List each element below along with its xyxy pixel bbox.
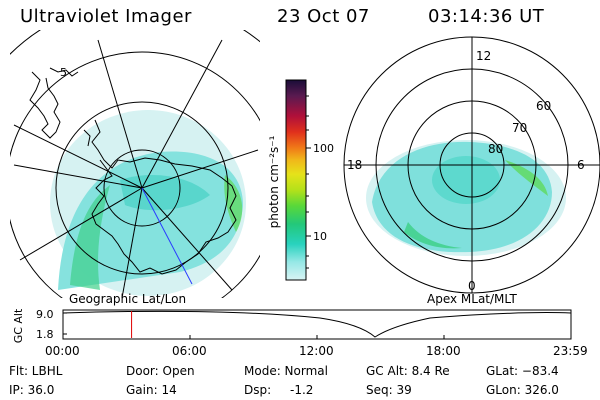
mlat-label-80: 80 <box>488 142 503 156</box>
observation-date: 23 Oct 07 <box>277 6 370 27</box>
colorbar-gradient <box>285 79 307 281</box>
observation-time: 03:14:36 UT <box>428 6 545 27</box>
auroral-oval-core <box>432 156 500 204</box>
instrument-title: Ultraviolet Imager <box>20 6 192 27</box>
coastlines <box>29 67 237 275</box>
altitude-ylabel: GC Alt <box>12 308 25 343</box>
seq-info: Seq: 39 <box>366 383 412 397</box>
time-tick-0600: 06:00 <box>172 344 207 358</box>
longitude-lines <box>13 39 259 298</box>
meridian-marker <box>141 187 193 285</box>
glat-info: GLat: −83.4 <box>486 364 559 378</box>
mlt-label-0: 0 <box>468 279 476 293</box>
filter-info: Flt: LBHL <box>9 364 63 378</box>
glon-info: GLon: 326.0 <box>486 383 559 397</box>
geographic-caption: Geographic Lat/Lon <box>69 292 187 306</box>
mlat-label-70: 70 <box>512 121 527 135</box>
colorbar-unit-label: photon cm⁻²s⁻¹ <box>267 135 281 228</box>
mlat-label-60: 60 <box>536 99 551 113</box>
time-tick-0000: 00:00 <box>45 344 80 358</box>
magnetic-polar-plot: 12 6 0 18 60 70 80 <box>343 36 600 294</box>
colorbar-label-10: 10 <box>313 230 327 243</box>
aurora-band-west <box>70 185 110 290</box>
mlt-label-18: 18 <box>347 158 362 172</box>
altitude-ytick-bottom: 1.8 <box>36 328 54 341</box>
geographic-map: 5 <box>10 30 260 298</box>
door-info: Door: Open <box>126 364 195 378</box>
aurora-band-east <box>224 175 243 232</box>
gain-info: Gain: 14 <box>126 383 177 397</box>
map-label-5: 5 <box>60 66 67 79</box>
gc-alt-info: GC Alt: 8.4 Re <box>366 364 450 378</box>
altitude-plot: GC Alt 9.0 1.8 <box>12 308 572 343</box>
colorbar-label-100: 100 <box>313 142 334 155</box>
mlt-lines <box>344 37 600 293</box>
mode-info: Mode: Normal <box>244 364 328 378</box>
mlt-label-6: 6 <box>577 158 585 172</box>
apex-caption: Apex MLat/MLT <box>427 292 517 306</box>
auroral-oval-band-east <box>505 160 548 196</box>
colorbar: 100 10 photon cm⁻²s⁻¹ <box>267 79 334 281</box>
aurora-core <box>120 175 210 211</box>
altitude-curve <box>62 310 572 338</box>
altitude-ticks <box>62 312 572 339</box>
auroral-oval-band <box>404 222 462 249</box>
time-tick-1800: 18:00 <box>426 344 461 358</box>
latitude-circles <box>10 30 260 298</box>
mlt-label-12: 12 <box>476 49 491 63</box>
time-tick-2359: 23:59 <box>553 344 588 358</box>
dsp-value: -1.2 <box>290 383 314 397</box>
ip-info: IP: 36.0 <box>9 383 55 397</box>
altitude-plot-frame <box>62 309 572 340</box>
dsp-label: Dsp: <box>244 383 272 397</box>
time-tick-1200: 12:00 <box>299 344 334 358</box>
altitude-ytick-top: 9.0 <box>36 308 54 321</box>
